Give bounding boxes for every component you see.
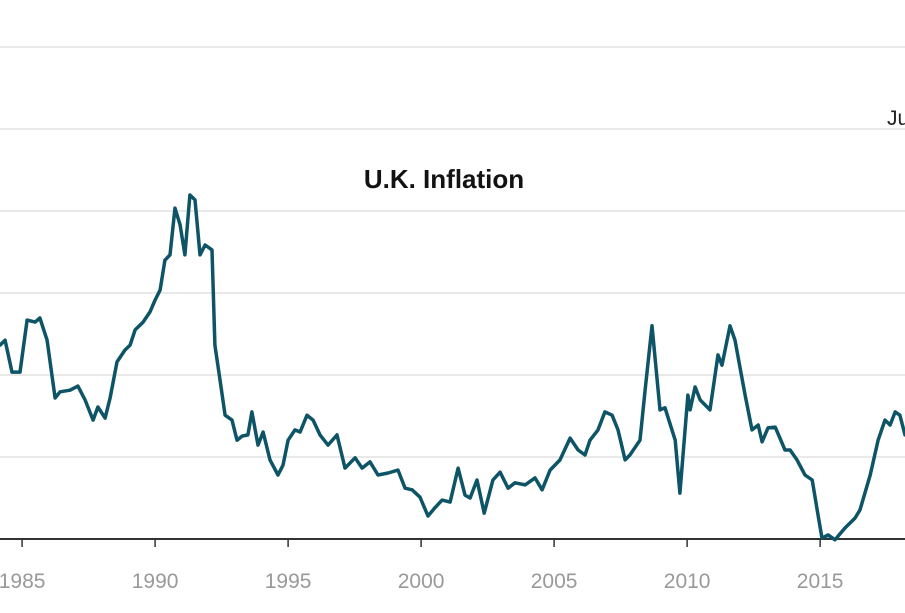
x-tick-label: 1995 (265, 570, 312, 593)
chart-title: U.K. Inflation (364, 164, 524, 194)
x-tick-label: 2005 (531, 570, 578, 593)
x-axis: 1985 1990 1995 2000 2005 2010 2015 (0, 540, 843, 593)
x-tick-label: 2000 (398, 570, 445, 593)
x-tick-label: 1985 (0, 570, 45, 593)
gridlines (0, 46, 905, 540)
x-tick-label: 1990 (132, 570, 179, 593)
inflation-series-line (0, 193, 905, 542)
x-tick-label: 2015 (797, 570, 844, 593)
annotation-label: Ju (887, 107, 905, 130)
x-tick-label: 2010 (664, 570, 711, 593)
